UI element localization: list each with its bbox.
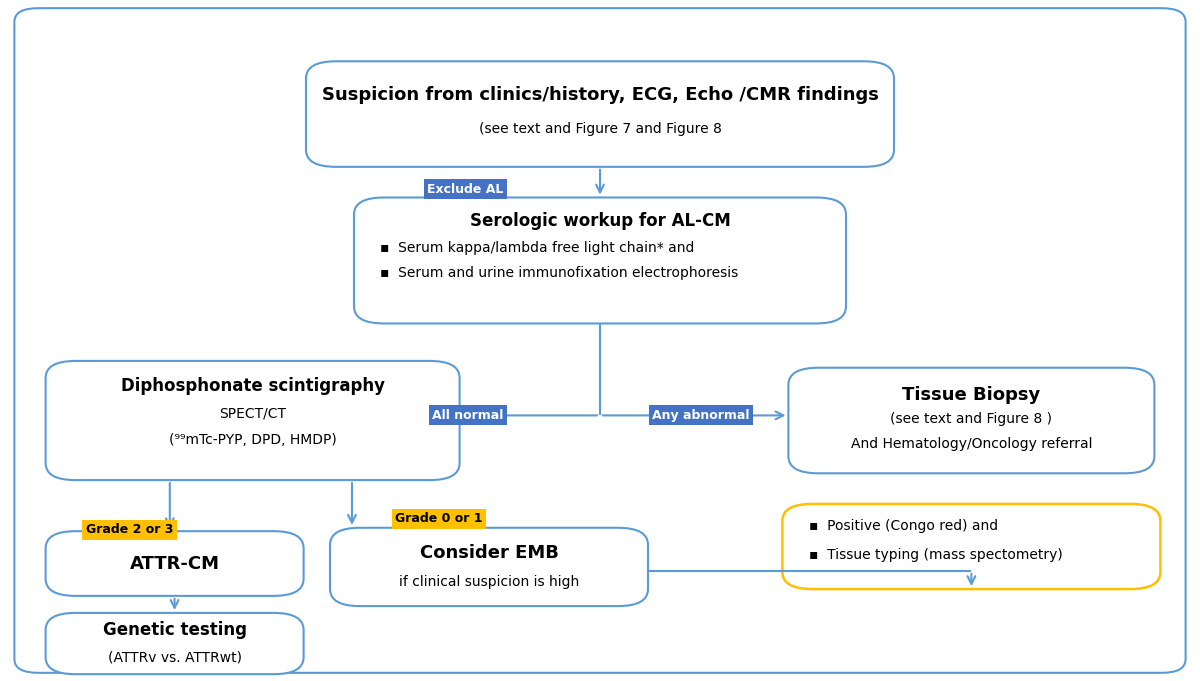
Text: ▪  Positive (Congo red) and: ▪ Positive (Congo red) and xyxy=(809,519,998,533)
FancyBboxPatch shape xyxy=(46,361,460,480)
Text: Any abnormal: Any abnormal xyxy=(652,409,750,422)
Text: (⁹⁹mTc-PYP, DPD, HMDP): (⁹⁹mTc-PYP, DPD, HMDP) xyxy=(169,432,336,447)
Text: Grade 2 or 3: Grade 2 or 3 xyxy=(86,523,173,537)
FancyBboxPatch shape xyxy=(46,531,304,596)
Text: ▪  Tissue typing (mass spectometry): ▪ Tissue typing (mass spectometry) xyxy=(809,548,1062,562)
Text: Exclude AL: Exclude AL xyxy=(427,183,504,196)
Text: Grade 0 or 1: Grade 0 or 1 xyxy=(396,512,482,526)
Text: (see text and Figure 8 ): (see text and Figure 8 ) xyxy=(890,412,1052,426)
Text: Tissue Biopsy: Tissue Biopsy xyxy=(902,385,1040,404)
Text: Suspicion from clinics/history, ECG, Echo /CMR findings: Suspicion from clinics/history, ECG, Ech… xyxy=(322,86,878,104)
Text: (ATTRv vs. ATTRwt): (ATTRv vs. ATTRwt) xyxy=(108,650,241,664)
Text: Consider EMB: Consider EMB xyxy=(420,544,558,563)
Text: Genetic testing: Genetic testing xyxy=(103,621,247,639)
Text: ▪  Serum kappa/lambda free light chain* and: ▪ Serum kappa/lambda free light chain* a… xyxy=(380,241,695,255)
FancyBboxPatch shape xyxy=(354,197,846,323)
FancyBboxPatch shape xyxy=(330,528,648,606)
FancyBboxPatch shape xyxy=(782,504,1160,589)
FancyBboxPatch shape xyxy=(306,61,894,167)
FancyBboxPatch shape xyxy=(788,368,1154,473)
Text: All normal: All normal xyxy=(432,409,504,422)
FancyBboxPatch shape xyxy=(46,613,304,674)
Text: SPECT/CT: SPECT/CT xyxy=(220,407,286,421)
Text: ▪  Serum and urine immunofixation electrophoresis: ▪ Serum and urine immunofixation electro… xyxy=(380,266,739,280)
Text: And Hematology/Oncology referral: And Hematology/Oncology referral xyxy=(851,437,1092,451)
Text: ATTR-CM: ATTR-CM xyxy=(130,554,220,573)
Text: Diphosphonate scintigraphy: Diphosphonate scintigraphy xyxy=(120,377,385,396)
Text: Serologic workup for AL-CM: Serologic workup for AL-CM xyxy=(469,212,731,230)
Text: if clinical suspicion is high: if clinical suspicion is high xyxy=(398,575,580,589)
Text: (see text and Figure 7 and Figure 8: (see text and Figure 7 and Figure 8 xyxy=(479,122,721,136)
